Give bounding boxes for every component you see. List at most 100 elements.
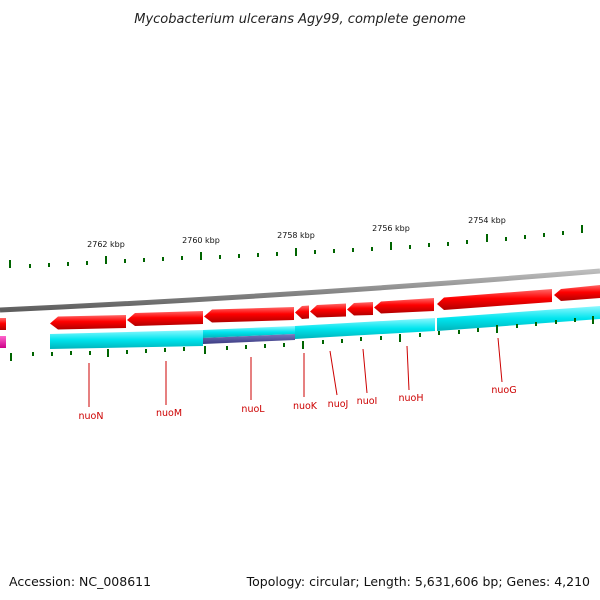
ruler-tick — [67, 262, 69, 266]
ruler-tick — [245, 345, 247, 349]
ruler-tick — [592, 316, 594, 324]
gene-label-nuoG: nuoG — [491, 385, 516, 396]
ruler-tick — [419, 333, 421, 337]
ruler-tick — [124, 259, 126, 263]
ruler-tick — [341, 339, 343, 343]
gene-leaders — [88, 337, 503, 407]
ruler-tick — [447, 242, 449, 246]
ruler-tick — [162, 257, 164, 261]
leader-line — [362, 348, 368, 394]
ruler-ticks-upper — [9, 225, 583, 268]
ruler-tick — [409, 245, 411, 249]
ruler-tick — [516, 324, 518, 328]
ruler-tick — [283, 343, 285, 347]
cds-arrow — [310, 303, 346, 318]
ruler-ticks-lower — [10, 316, 594, 361]
cds-block — [50, 330, 203, 349]
ruler-tick — [352, 248, 354, 252]
ruler-tick — [276, 252, 278, 256]
leader-line — [329, 350, 338, 396]
leader-line — [497, 337, 503, 383]
leader-line — [406, 345, 410, 391]
ruler-label: 2758 kbp — [277, 231, 315, 240]
cds-arrow — [295, 305, 309, 319]
ruler-tick — [524, 235, 526, 239]
ruler-tick — [48, 263, 50, 267]
ruler-tick — [32, 352, 34, 356]
ruler-label: 2762 kbp — [87, 240, 125, 249]
ruler-tick — [9, 260, 11, 268]
cds-arrow — [374, 298, 434, 314]
ruler-tick — [51, 352, 53, 356]
gene-label-nuoN: nuoN — [79, 411, 104, 422]
ruler-tick — [204, 346, 206, 354]
ruler-tick — [295, 248, 297, 256]
ruler-tick — [257, 253, 259, 257]
ruler-tick — [399, 334, 401, 342]
gene-label-nuoL: nuoL — [241, 404, 265, 415]
cds-arrow — [437, 289, 552, 310]
accession-text: Accession: NC_008611 — [9, 574, 151, 589]
ruler-tick — [477, 328, 479, 332]
ruler-tick — [322, 340, 324, 344]
cds-arrow — [347, 302, 373, 316]
ruler-tick — [70, 351, 72, 355]
cds-arrow — [50, 315, 126, 330]
ruler-tick — [164, 348, 166, 352]
ruler-tick — [496, 325, 498, 333]
ruler-tick — [219, 255, 221, 259]
ruler-tick — [466, 240, 468, 244]
ruler-label: 2756 kbp — [372, 224, 410, 233]
genome-stats-text: Topology: circular; Length: 5,631,606 bp… — [246, 574, 590, 589]
ruler-label: 2754 kbp — [468, 216, 506, 225]
cds-arrow — [127, 311, 203, 326]
ruler-tick — [562, 231, 564, 235]
ruler-tick — [302, 341, 304, 349]
gene-label-nuoI: nuoI — [357, 396, 378, 407]
cds-arrow — [204, 307, 294, 323]
gene-label-nuoJ: nuoJ — [328, 399, 349, 410]
cds-block-highlight — [203, 334, 295, 344]
ruler-tick — [105, 256, 107, 264]
cds-block — [437, 306, 600, 331]
ruler-tick — [238, 254, 240, 258]
ruler-tick — [200, 252, 202, 260]
cds-arrow — [0, 318, 6, 330]
reverse-cds-track — [0, 306, 600, 349]
ruler-tick — [333, 249, 335, 253]
ruler-tick — [29, 264, 31, 268]
ruler-tick — [458, 330, 460, 334]
ruler-tick — [314, 250, 316, 254]
ruler-tick — [145, 349, 147, 353]
ruler-tick — [181, 256, 183, 260]
ruler-tick — [371, 247, 373, 251]
ruler-tick — [581, 225, 583, 233]
genome-backbone — [0, 268, 600, 313]
ruler-tick — [380, 336, 382, 340]
ruler-tick — [183, 347, 185, 351]
ruler-tick — [535, 322, 537, 326]
ruler-tick — [505, 237, 507, 241]
forward-cds-track — [0, 285, 600, 330]
gene-label-nuoH: nuoH — [399, 393, 424, 404]
map-title: Mycobacterium ulcerans Agy99, complete g… — [134, 12, 466, 27]
ruler-tick — [107, 349, 109, 357]
ruler-tick — [428, 243, 430, 247]
ruler-tick — [264, 344, 266, 348]
ruler-tick — [486, 234, 488, 242]
ruler-tick — [143, 258, 145, 262]
ruler-tick — [543, 233, 545, 237]
gene-label-nuoK: nuoK — [293, 401, 318, 412]
ruler-tick — [226, 346, 228, 350]
gene-label-nuoM: nuoM — [156, 408, 182, 419]
cds-arrow — [554, 285, 600, 301]
ruler-tick — [390, 242, 392, 250]
ruler-tick — [574, 318, 576, 322]
ruler-tick — [86, 261, 88, 265]
ruler-tick — [126, 350, 128, 354]
ruler-label: 2760 kbp — [182, 236, 220, 245]
ruler-tick — [438, 331, 440, 335]
ruler-tick — [360, 337, 362, 341]
cds-block — [295, 318, 435, 339]
